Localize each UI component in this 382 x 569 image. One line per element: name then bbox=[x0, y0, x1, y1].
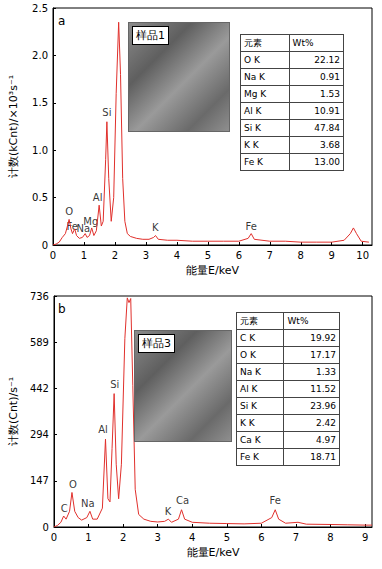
svg-text:0: 0 bbox=[51, 532, 57, 543]
svg-text:6: 6 bbox=[258, 532, 264, 543]
svg-text:能量E/keV: 能量E/keV bbox=[186, 264, 239, 277]
svg-text:Si: Si bbox=[110, 379, 119, 390]
svg-text:2: 2 bbox=[112, 250, 118, 261]
svg-text:5: 5 bbox=[224, 532, 230, 543]
svg-text:4: 4 bbox=[174, 250, 180, 261]
svg-text:147: 147 bbox=[30, 475, 49, 486]
svg-text:7: 7 bbox=[293, 532, 299, 543]
svg-text:2: 2 bbox=[120, 532, 126, 543]
svg-text:Fe: Fe bbox=[270, 495, 281, 506]
svg-text:a: a bbox=[58, 14, 65, 28]
svg-text:Ca: Ca bbox=[176, 495, 189, 506]
svg-text:K: K bbox=[152, 222, 159, 233]
svg-text:O: O bbox=[69, 479, 77, 490]
svg-text:Na: Na bbox=[81, 498, 95, 509]
svg-text:C: C bbox=[61, 503, 68, 514]
svg-text:7: 7 bbox=[267, 250, 273, 261]
svg-text:3: 3 bbox=[154, 532, 160, 543]
svg-text:5: 5 bbox=[205, 250, 211, 261]
svg-text:8: 8 bbox=[298, 250, 304, 261]
svg-text:1.5: 1.5 bbox=[32, 97, 48, 108]
svg-text:1: 1 bbox=[81, 250, 87, 261]
svg-text:0.5: 0.5 bbox=[32, 192, 48, 203]
svg-text:能量E/keV: 能量E/keV bbox=[187, 546, 240, 559]
svg-text:0: 0 bbox=[43, 522, 49, 533]
svg-text:8: 8 bbox=[327, 532, 333, 543]
svg-text:442: 442 bbox=[30, 383, 49, 394]
svg-text:Mg: Mg bbox=[83, 216, 98, 227]
svg-text:b: b bbox=[58, 302, 66, 316]
svg-text:736: 736 bbox=[30, 291, 49, 302]
svg-text:计数(Cnt)/s⁻¹: 计数(Cnt)/s⁻¹ bbox=[7, 377, 20, 446]
svg-text:Fe: Fe bbox=[246, 221, 257, 232]
svg-text:9: 9 bbox=[362, 532, 368, 543]
svg-text:Al: Al bbox=[93, 192, 103, 203]
svg-text:K: K bbox=[165, 506, 172, 517]
svg-text:4: 4 bbox=[189, 532, 195, 543]
svg-text:Al: Al bbox=[98, 424, 108, 435]
svg-text:6: 6 bbox=[236, 250, 242, 261]
svg-text:O: O bbox=[65, 206, 73, 217]
svg-text:589: 589 bbox=[30, 337, 49, 348]
svg-text:1: 1 bbox=[85, 532, 91, 543]
svg-text:计数(kCnt)/×10³s⁻¹: 计数(kCnt)/×10³s⁻¹ bbox=[7, 75, 20, 178]
svg-text:3: 3 bbox=[143, 250, 149, 261]
svg-text:2.5: 2.5 bbox=[32, 3, 48, 14]
svg-text:2.0: 2.0 bbox=[32, 50, 48, 61]
svg-text:294: 294 bbox=[30, 429, 49, 440]
svg-text:9: 9 bbox=[329, 250, 335, 261]
svg-text:0: 0 bbox=[42, 240, 48, 251]
svg-text:10: 10 bbox=[356, 250, 369, 261]
svg-text:Si: Si bbox=[102, 107, 111, 118]
svg-text:0: 0 bbox=[50, 250, 56, 261]
svg-text:1.0: 1.0 bbox=[32, 145, 48, 156]
